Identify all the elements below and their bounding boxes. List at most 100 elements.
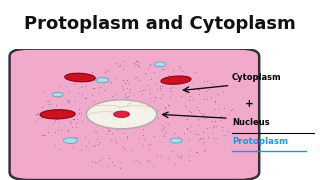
Point (108, 104, 113, 107)
Point (147, 142, 152, 145)
Point (106, 99, 111, 102)
Circle shape (154, 62, 166, 67)
Point (166, 103, 171, 106)
Point (158, 97, 163, 100)
Point (118, 166, 123, 169)
Point (186, 109, 191, 112)
Point (68, 113, 74, 116)
Point (135, 64, 140, 67)
Point (97, 141, 102, 144)
Point (201, 137, 206, 140)
Point (106, 157, 111, 160)
Point (90, 94, 95, 97)
Point (195, 118, 200, 120)
Point (104, 165, 109, 168)
Point (200, 114, 205, 116)
Point (165, 73, 171, 76)
Point (47, 117, 52, 120)
Point (159, 93, 164, 96)
FancyBboxPatch shape (10, 49, 259, 180)
Point (94, 137, 100, 140)
Point (142, 88, 147, 91)
Point (125, 136, 130, 139)
Point (179, 154, 184, 156)
Point (143, 115, 148, 118)
Point (155, 88, 160, 91)
Point (91, 87, 96, 90)
Point (196, 88, 202, 91)
Point (161, 125, 166, 128)
Point (115, 129, 120, 132)
Point (229, 109, 234, 112)
Point (166, 79, 171, 82)
Point (196, 138, 201, 141)
Point (149, 112, 154, 114)
Point (92, 144, 97, 147)
Point (140, 143, 145, 146)
Point (54, 94, 60, 97)
Point (106, 107, 111, 109)
Point (135, 159, 140, 162)
Point (145, 144, 150, 147)
Point (147, 148, 152, 151)
Point (196, 123, 201, 126)
Point (162, 106, 167, 109)
Point (171, 68, 176, 71)
Point (192, 71, 197, 74)
Point (120, 87, 125, 90)
Point (202, 97, 207, 100)
Point (96, 121, 101, 124)
Point (39, 106, 44, 109)
Point (197, 93, 202, 95)
Point (147, 88, 152, 91)
Point (161, 133, 166, 136)
Point (117, 64, 122, 66)
Point (198, 112, 204, 115)
Point (102, 70, 108, 73)
Point (131, 61, 136, 64)
Point (113, 110, 118, 113)
Point (131, 160, 136, 163)
Point (64, 85, 69, 88)
Point (95, 143, 100, 146)
Point (109, 160, 115, 163)
Point (161, 111, 166, 114)
Point (187, 148, 192, 151)
Point (196, 109, 201, 112)
Point (57, 148, 62, 151)
Point (38, 117, 43, 120)
Point (107, 129, 112, 132)
Point (159, 123, 164, 126)
Point (146, 160, 151, 163)
Point (103, 68, 108, 71)
Point (202, 149, 207, 152)
Point (111, 164, 116, 167)
Point (212, 120, 217, 123)
Point (71, 82, 76, 85)
Point (105, 102, 110, 104)
Point (182, 132, 187, 135)
Point (148, 96, 153, 99)
Point (72, 140, 77, 143)
Point (214, 124, 219, 127)
Point (187, 130, 192, 133)
Point (203, 149, 208, 152)
Point (188, 110, 193, 113)
Point (108, 139, 113, 142)
Point (188, 94, 193, 97)
Point (189, 125, 194, 128)
Point (197, 136, 203, 139)
Point (77, 107, 82, 110)
Point (170, 150, 175, 153)
Point (205, 80, 210, 83)
Point (92, 99, 97, 102)
Point (153, 95, 158, 98)
Point (90, 159, 95, 162)
Point (121, 145, 126, 148)
Point (101, 89, 107, 92)
Point (142, 72, 148, 75)
Point (55, 121, 60, 123)
Point (221, 106, 226, 109)
Point (166, 123, 171, 126)
Point (44, 99, 49, 102)
